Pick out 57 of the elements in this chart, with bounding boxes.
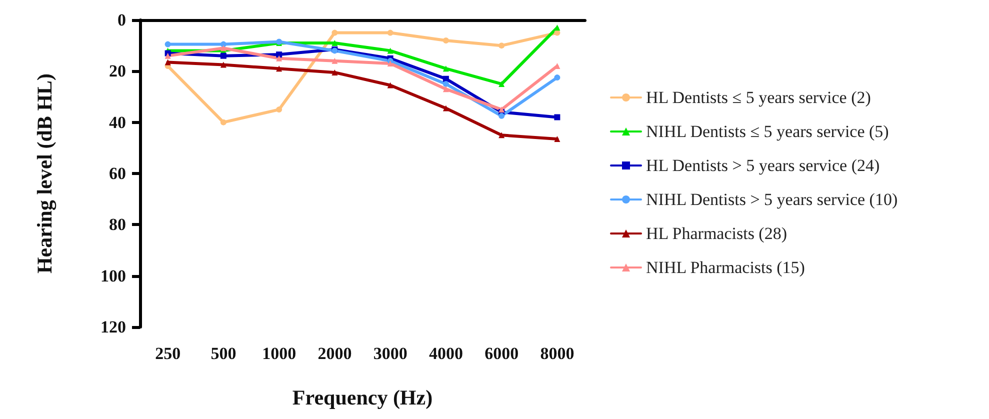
point bbox=[498, 106, 505, 113]
x-tick-label: 4000 bbox=[428, 344, 463, 363]
point bbox=[387, 82, 394, 88]
y-tick-label: 40 bbox=[109, 112, 126, 132]
point bbox=[498, 42, 505, 49]
point bbox=[442, 76, 449, 82]
point bbox=[332, 30, 338, 36]
legend-label: NIHL Dentists > 5 years service (10) bbox=[646, 190, 898, 209]
point bbox=[164, 41, 171, 48]
point bbox=[220, 41, 226, 48]
point bbox=[276, 52, 282, 58]
y-tick-label: 0 bbox=[118, 10, 126, 30]
point bbox=[442, 105, 449, 112]
point bbox=[554, 136, 560, 142]
point bbox=[220, 45, 226, 52]
point bbox=[276, 106, 282, 113]
point bbox=[442, 37, 449, 44]
legend-label: NIHL Pharmacists (15) bbox=[646, 258, 805, 277]
point bbox=[498, 112, 505, 119]
y-tick-label: 80 bbox=[109, 215, 126, 234]
x-tick-label: 6000 bbox=[484, 344, 519, 363]
point bbox=[332, 69, 338, 76]
x-tick-label: 250 bbox=[155, 344, 181, 363]
x-tick-label: 2000 bbox=[318, 344, 352, 363]
y-axis-title: Hearing level (dB HL) bbox=[32, 73, 56, 274]
point bbox=[332, 58, 338, 64]
point bbox=[276, 66, 282, 72]
point bbox=[498, 80, 505, 87]
point bbox=[442, 86, 449, 92]
x-tick-label: 500 bbox=[210, 344, 236, 363]
point bbox=[387, 48, 394, 54]
point bbox=[164, 52, 171, 59]
y-tick-label: 120 bbox=[100, 318, 126, 336]
point bbox=[442, 80, 449, 87]
x-tick-label: 1000 bbox=[262, 344, 296, 363]
legend-label: HL Pharmacists (28) bbox=[646, 224, 788, 243]
point bbox=[276, 55, 282, 62]
point bbox=[387, 60, 394, 66]
x-tick-label: 3000 bbox=[373, 344, 408, 363]
point bbox=[332, 40, 338, 46]
point bbox=[220, 119, 226, 126]
y-tick-label: 100 bbox=[100, 266, 126, 286]
point bbox=[387, 30, 394, 36]
point bbox=[220, 52, 226, 59]
legend-label: HL Dentists > 5 years service (24) bbox=[646, 156, 880, 175]
point bbox=[220, 62, 226, 68]
x-tick-label: 8000 bbox=[540, 344, 574, 363]
point bbox=[442, 66, 449, 72]
legend-label: HL Dentists ≤ 5 years service (2) bbox=[646, 88, 871, 107]
point bbox=[554, 74, 560, 81]
x-axis-title: Frequency (Hz) bbox=[292, 386, 433, 410]
point bbox=[498, 132, 505, 138]
y-tick-label: 60 bbox=[109, 164, 126, 183]
point bbox=[554, 114, 560, 120]
legend-label: NIHL Dentists ≤ 5 years service (5) bbox=[646, 122, 889, 141]
point bbox=[164, 59, 171, 66]
y-tick-label: 20 bbox=[109, 62, 126, 81]
